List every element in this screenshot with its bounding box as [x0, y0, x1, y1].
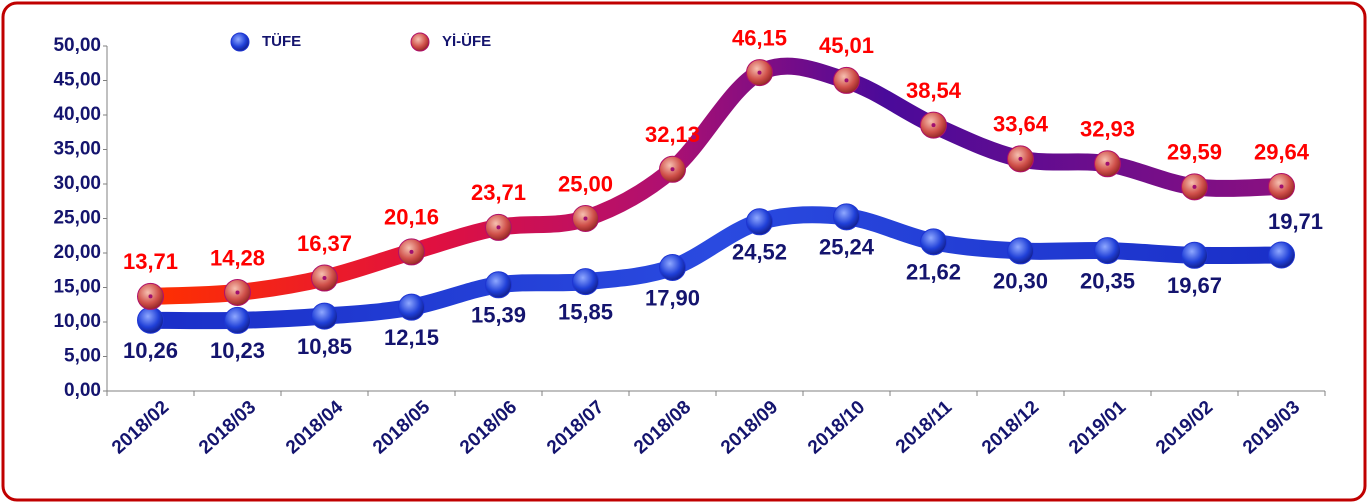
data-label: 45,01 [819, 33, 874, 58]
y-tick-label: 10,00 [53, 311, 101, 332]
marker-dot [583, 216, 588, 221]
data-label: 10,26 [123, 338, 178, 363]
marker [1007, 237, 1034, 265]
marker-dot [1105, 161, 1110, 166]
marker-dot [322, 276, 327, 281]
marker-dot [235, 290, 240, 295]
y-tick-label: 45,00 [53, 70, 101, 91]
marker-dot [670, 167, 675, 172]
data-label: 17,90 [645, 285, 700, 310]
y-tick-label: 40,00 [53, 104, 101, 125]
marker-dot [931, 123, 936, 128]
y-tick-label: 20,00 [53, 242, 101, 263]
marker [746, 208, 773, 236]
data-label: 21,62 [906, 260, 961, 285]
data-label: 25,00 [558, 171, 613, 196]
data-label: 46,15 [732, 25, 787, 50]
legend-label: Yİ-ÜFE [442, 33, 491, 50]
data-label: 33,64 [993, 112, 1049, 137]
marker [1094, 237, 1121, 265]
marker-dot [409, 249, 414, 254]
y-tick-label: 30,00 [53, 173, 101, 194]
marker [920, 228, 947, 256]
marker [1181, 241, 1208, 269]
y-tick-label: 35,00 [53, 139, 101, 160]
marker [1268, 241, 1295, 269]
marker [833, 203, 860, 231]
data-label: 16,37 [297, 231, 352, 256]
marker [659, 253, 686, 281]
data-label: 25,24 [819, 235, 875, 260]
marker [572, 268, 599, 296]
marker [224, 306, 251, 334]
marker-dot [757, 70, 762, 75]
data-label: 20,16 [384, 205, 439, 230]
data-label: 23,71 [471, 180, 526, 205]
marker [311, 302, 338, 330]
data-label: 32,13 [645, 122, 700, 147]
data-label: 20,35 [1080, 268, 1135, 293]
marker [485, 271, 512, 299]
y-tick-label: 0,00 [64, 380, 101, 401]
data-label: 29,64 [1254, 139, 1310, 164]
y-tick-label: 25,00 [53, 208, 101, 229]
marker [137, 306, 164, 334]
y-tick-label: 15,00 [53, 277, 101, 298]
y-tick-label: 50,00 [53, 35, 101, 56]
legend-marker [410, 32, 430, 52]
data-label: 20,30 [993, 269, 1048, 294]
marker-dot [496, 225, 501, 230]
marker-dot [844, 78, 849, 83]
data-label: 38,54 [906, 78, 962, 103]
data-label: 10,23 [210, 338, 265, 363]
marker [398, 293, 425, 321]
marker-dot [1279, 184, 1284, 189]
data-label: 13,71 [123, 249, 178, 274]
data-label: 15,39 [471, 303, 526, 328]
legend-label: TÜFE [262, 33, 301, 50]
data-label: 10,85 [297, 334, 352, 359]
data-label: 19,67 [1167, 273, 1222, 298]
data-label: 15,85 [558, 299, 613, 324]
data-label: 12,15 [384, 325, 439, 350]
data-label: 19,71 [1268, 209, 1323, 234]
marker-dot [148, 294, 153, 299]
legend-marker [230, 32, 250, 52]
y-tick-label: 5,00 [64, 346, 101, 367]
marker-dot [1192, 184, 1197, 189]
data-label: 14,28 [210, 245, 265, 270]
data-label: 24,52 [732, 240, 787, 265]
data-label: 29,59 [1167, 140, 1222, 165]
marker-dot [1018, 156, 1023, 161]
data-label: 32,93 [1080, 117, 1135, 142]
